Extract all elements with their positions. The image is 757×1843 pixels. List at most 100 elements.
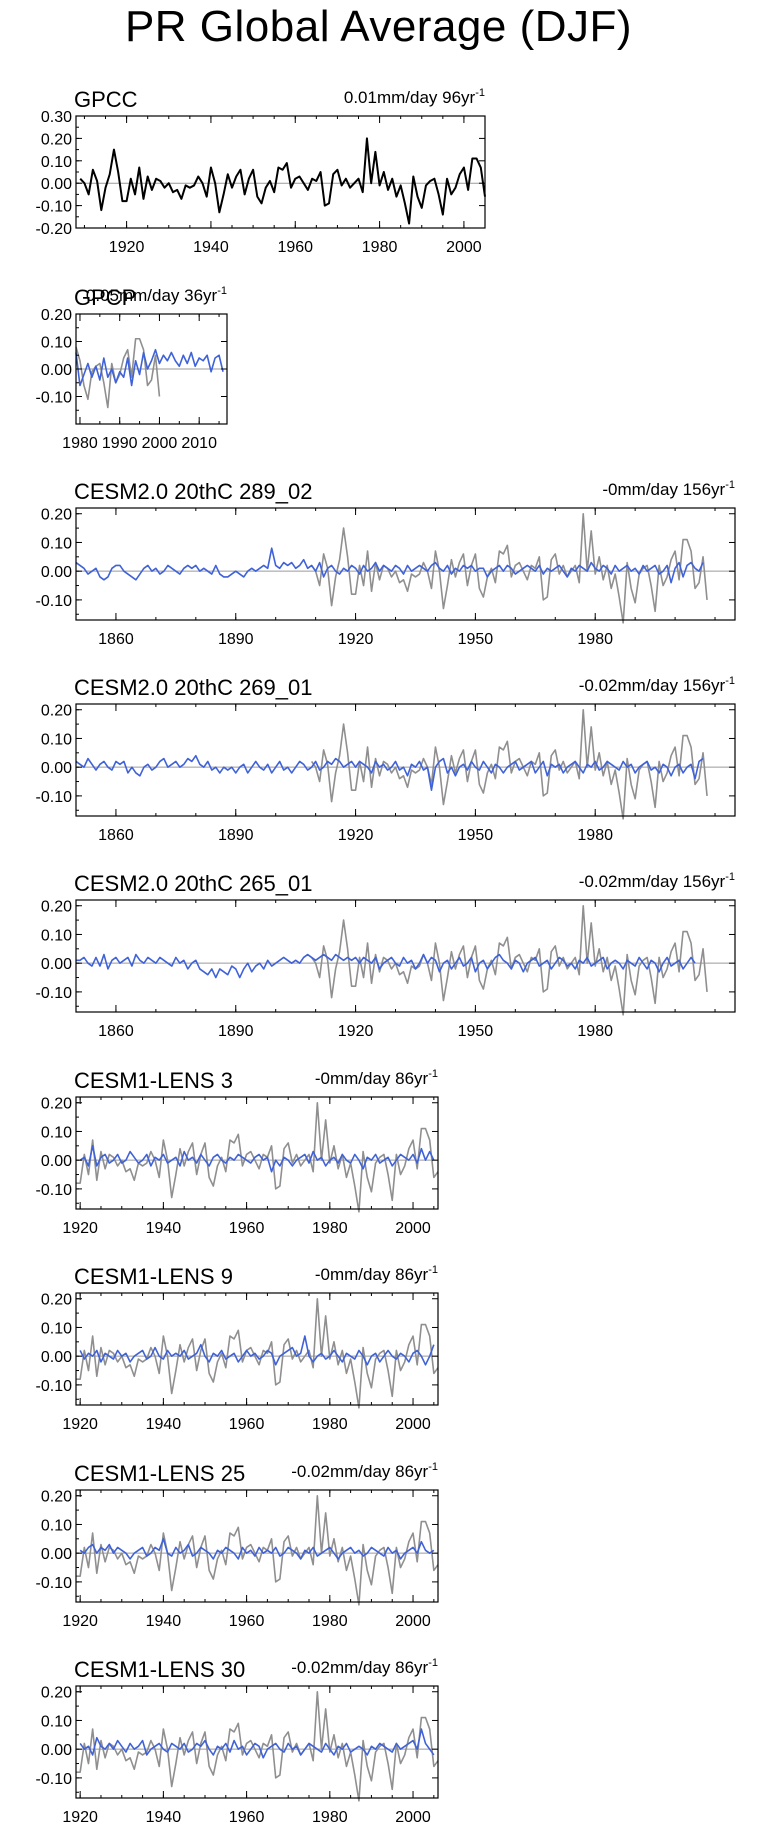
series-line-main — [76, 953, 696, 979]
panel-title: CESM2.0 20thC 269_01 — [74, 675, 313, 700]
x-tick-label: 1950 — [458, 1023, 494, 1040]
x-tick-label: 1950 — [458, 827, 494, 844]
x-tick-label: 1990 — [102, 435, 138, 452]
panel-9: -0.10 0.00 0.10 0.20 1920 1940 1960 1980 2000 CES… — [36, 1657, 439, 1826]
x-tick-label: 1920 — [62, 1416, 98, 1433]
x-tick-label: 2010 — [181, 435, 217, 452]
trend-exponent: -1 — [428, 1657, 438, 1669]
panel-title: CESM1-LENS 30 — [74, 1657, 245, 1682]
y-tick-label: 0.20 — [41, 507, 72, 524]
x-tick-label: 1890 — [218, 1023, 254, 1040]
x-tick-label: 1860 — [98, 827, 134, 844]
y-tick-label: 0.10 — [41, 1320, 72, 1337]
x-tick-label: 1860 — [98, 631, 134, 648]
trend-text: -0.02mm/day 86yr-1 — [291, 1461, 438, 1481]
trend-text: -0mm/day 156yr-1 — [602, 479, 735, 499]
y-tick-label: 0.20 — [41, 307, 72, 324]
x-tick-label: 2000 — [446, 239, 482, 256]
x-tick-label: 1950 — [458, 631, 494, 648]
panel-6: -0.10 0.00 0.10 0.20 1920 1940 1960 1980 2000 CES… — [36, 1068, 439, 1237]
y-tick-label: 0.20 — [41, 1685, 72, 1702]
panel-title: CESM1-LENS 25 — [74, 1461, 245, 1486]
trend-exponent: -1 — [725, 871, 735, 883]
trend-exponent: -1 — [217, 285, 227, 297]
plot-frame — [75, 1685, 439, 1799]
plot-frame — [75, 703, 736, 817]
panel-1: -0.20 -0.10 0.00 0.10 0.20 0.30 1920 1940 1960 19… — [36, 87, 486, 256]
y-tick-label: 0.10 — [41, 731, 72, 748]
y-tick-label: 0.00 — [41, 564, 72, 581]
x-tick-label: 1940 — [193, 239, 229, 256]
series-line-reference — [310, 904, 708, 1016]
y-tick-label: -0.10 — [36, 593, 73, 610]
y-tick-label: 0.00 — [41, 956, 72, 973]
panel-title: CESM1-LENS 3 — [74, 1068, 233, 1093]
y-tick-label: 0.10 — [41, 927, 72, 944]
trend-value: 0.01mm/day 96yr — [344, 88, 476, 107]
series-line-main — [79, 1335, 435, 1366]
y-tick-label: -0.10 — [36, 1575, 73, 1592]
trend-exponent: -1 — [725, 479, 735, 491]
panel-2: -0.10 0.00 0.10 0.20 1980 1990 2000 2010 GPCP0.0… — [36, 285, 228, 452]
x-tick-label: 1980 — [312, 1220, 348, 1237]
y-tick-label: -0.10 — [36, 199, 73, 216]
x-tick-label: 1960 — [229, 1220, 265, 1237]
y-tick-label: 0.00 — [41, 1546, 72, 1563]
y-tick-label: 0.00 — [41, 1153, 72, 1170]
figure-title: PR Global Average (DJF) — [124, 2, 633, 51]
y-tick-label: 0.10 — [41, 535, 72, 552]
trend-value: -0mm/day 156yr — [602, 480, 725, 499]
x-tick-label: 2000 — [395, 1613, 431, 1630]
y-tick-label: 0.10 — [41, 1517, 72, 1534]
trend-text: -0.02mm/day 86yr-1 — [291, 1657, 438, 1677]
x-tick-label: 1980 — [577, 827, 613, 844]
y-tick-label: 0.20 — [41, 1489, 72, 1506]
trend-exponent: -1 — [428, 1068, 438, 1080]
panel-4: -0.10 0.00 0.10 0.20 1860 1890 1920 1950 1980 CES… — [36, 675, 736, 844]
panel-5: -0.10 0.00 0.10 0.20 1860 1890 1920 1950 1980 CES… — [36, 871, 736, 1040]
x-tick-label: 1920 — [338, 1023, 374, 1040]
x-tick-label: 2000 — [142, 435, 178, 452]
x-tick-label: 2000 — [395, 1220, 431, 1237]
y-tick-label: -0.10 — [36, 1378, 73, 1395]
series-line-main — [79, 1145, 435, 1173]
panel-title: CESM2.0 20thC 289_02 — [74, 479, 313, 504]
x-tick-label: 2000 — [395, 1809, 431, 1826]
trend-text: 0.01mm/day 96yr-1 — [344, 87, 485, 107]
x-tick-label: 1940 — [146, 1613, 182, 1630]
trend-text: -0.02mm/day 156yr-1 — [579, 871, 735, 891]
series-line-reference — [76, 1494, 439, 1606]
y-tick-label: 0.20 — [41, 703, 72, 720]
y-tick-label: 0.00 — [41, 176, 72, 193]
plot-frame — [75, 1489, 439, 1603]
y-tick-label: 0.20 — [41, 1292, 72, 1309]
y-tick-label: -0.20 — [36, 221, 73, 238]
trend-value: -0mm/day 86yr — [315, 1265, 429, 1284]
x-tick-label: 1980 — [312, 1809, 348, 1826]
x-tick-label: 1920 — [62, 1613, 98, 1630]
series-line-main — [75, 348, 224, 387]
series-line-main — [75, 754, 704, 791]
x-tick-label: 1860 — [98, 1023, 134, 1040]
trend-text: -0.02mm/day 156yr-1 — [579, 675, 735, 695]
y-tick-label: 0.00 — [41, 1349, 72, 1366]
x-tick-label: 1960 — [229, 1416, 265, 1433]
trend-text: 0.05mm/day 36yr-1 — [86, 285, 227, 305]
y-tick-label: 0.10 — [41, 335, 72, 352]
series-line-main — [79, 137, 486, 225]
x-tick-label: 1980 — [62, 435, 98, 452]
x-tick-label: 1960 — [229, 1809, 265, 1826]
series-line-reference — [310, 708, 708, 820]
y-tick-label: 0.00 — [41, 760, 72, 777]
y-tick-label: 0.10 — [41, 1713, 72, 1730]
y-tick-label: -0.10 — [36, 985, 73, 1002]
y-tick-label: 0.00 — [41, 1742, 72, 1759]
x-tick-label: 1980 — [312, 1613, 348, 1630]
y-tick-label: 0.00 — [41, 362, 72, 379]
x-tick-label: 1940 — [146, 1220, 182, 1237]
x-tick-label: 1940 — [146, 1416, 182, 1433]
y-tick-label: 0.30 — [41, 109, 72, 126]
trend-exponent: -1 — [428, 1461, 438, 1473]
trend-exponent: -1 — [475, 87, 485, 99]
